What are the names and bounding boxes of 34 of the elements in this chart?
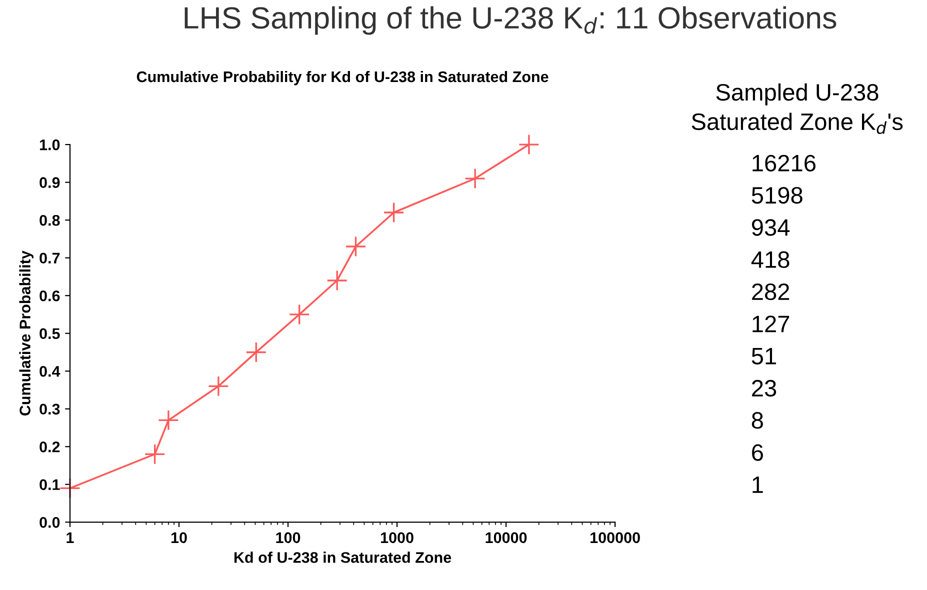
text: 127 [752,316,790,332]
text: 5198 [752,186,802,204]
x-tick-label: 100000 [590,532,640,544]
text: 1 [752,476,763,493]
y-tick-label: 0.2 [40,442,60,452]
text: 934 [752,219,790,236]
y-tick-label: 0.6 [40,290,60,302]
x-axis-title: Kd of U-238 in Saturated Zone [234,552,452,563]
text: Saturated Zone K$_{d}$'s [692,112,903,134]
text: Sampled U-238 [716,83,878,106]
y-tick-label: 0.1 [40,479,60,490]
text: 8 [752,412,763,429]
y-axis-title: Cumulative Probability [19,250,34,416]
y-tick-label: 0.8 [40,214,60,226]
text: 23 [752,380,776,397]
x-tick-label: 1000 [381,532,414,544]
x-tick-label: 10 [171,532,187,544]
y-tick-label: 0.4 [40,366,60,377]
y-tick-label: 1.0 [40,139,60,150]
y-tick-label: 0.3 [40,404,60,415]
text: 6 [752,444,763,461]
x-tick-label: 10000 [486,532,527,544]
x-tick-label: 100 [276,532,300,544]
y-tick-label: 0.0 [40,517,60,528]
y-tick-label: 0.5 [40,328,60,340]
text: 51 [752,348,776,364]
text: 418 [751,251,790,268]
text: 282 [752,283,790,300]
x-tick-label: 1 [66,532,74,543]
y-tick-label: 0.9 [40,177,60,188]
chart-subtitle: Cumulative Probability for Kd of U-238 in Saturated Zone [136,70,548,86]
chart-title: LHS Sampling of the U-238 K$_{d}$: 11 Observations [184,6,836,35]
y-tick-label: 0.7 [40,252,60,264]
text: 16216 [752,154,816,172]
